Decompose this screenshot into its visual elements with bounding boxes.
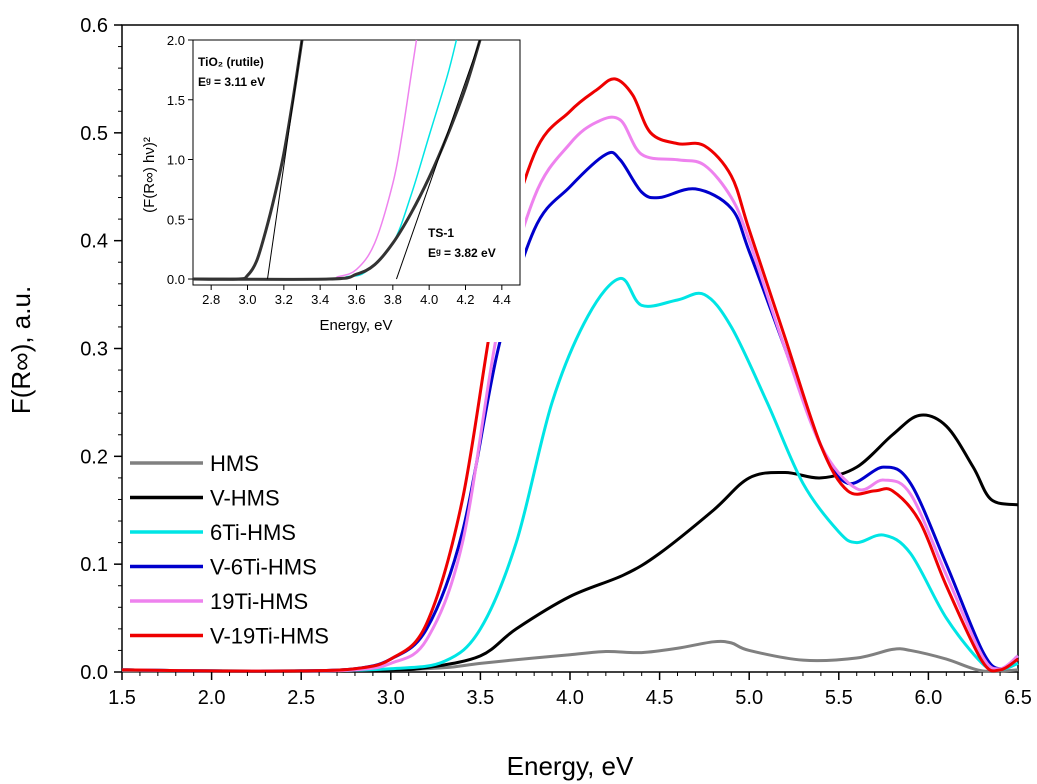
x-tick-label: 3.5 <box>466 687 494 709</box>
inset-annotation-ts1-eg: Eᵍ = 3.82 eV <box>428 246 496 260</box>
inset-y-tick-label: 0.5 <box>167 212 185 227</box>
inset-x-ticks: 2.8 3.0 3.2 3.4 3.6 3.8 4.0 4.2 4.4 <box>202 285 511 307</box>
legend-label-v-6ti-hms: V-6Ti-HMS <box>210 555 317 580</box>
inset-x-tick-label: 2.8 <box>202 292 220 307</box>
series-line-19ti-hms <box>121 115 1019 673</box>
y-tick-label: 0.2 <box>80 446 108 468</box>
main-y-ticks: 0.0 0.1 0.2 0.3 0.4 0.5 0.6 <box>80 15 122 684</box>
inset-x-tick-label: 3.8 <box>384 292 402 307</box>
inset-x-tick-label: 3.2 <box>275 292 293 307</box>
inset-tangent-line-1 <box>266 39 303 280</box>
inset-series-line-4 <box>192 39 482 281</box>
inset-y-tick-label: 1.0 <box>167 153 185 168</box>
inset-tangent-line-2 <box>395 39 481 280</box>
inset-annotation-tio2-name: TiO₂ (rutile) <box>198 55 264 69</box>
inset-x-tick-label: 3.0 <box>238 292 256 307</box>
legend-label-hms: HMS <box>210 451 259 476</box>
inset-series-group <box>192 39 482 281</box>
legend-label-6ti-hms: 6Ti-HMS <box>210 520 296 545</box>
inset-y-tick-label: 1.5 <box>167 93 185 108</box>
y-tick-label: 0.5 <box>80 123 108 145</box>
y-tick-label: 0.1 <box>80 554 108 576</box>
inset-x-axis-title: Energy, eV <box>319 317 392 334</box>
inset-annotation-ts1-name: TS-1 <box>428 226 454 240</box>
x-tick-label: 6.5 <box>1004 687 1032 709</box>
x-tick-label: 2.5 <box>287 687 315 709</box>
inset-y-tick-label: 0.0 <box>167 272 185 287</box>
inset-annotation-tio2-eg: Eᵍ = 3.11 eV <box>198 75 265 89</box>
x-tick-label: 4.0 <box>556 687 584 709</box>
inset-x-tick-label: 4.2 <box>456 292 474 307</box>
y-tick-label: 0.0 <box>80 662 108 684</box>
main-x-ticks: 1.5 2.0 2.5 3.0 3.5 4.0 4.5 5.0 5.5 6.0 6.5 <box>108 672 1032 709</box>
x-tick-label: 5.0 <box>735 687 763 709</box>
legend-label-v-hms: V-HMS <box>210 486 280 511</box>
x-tick-label: 2.0 <box>198 687 226 709</box>
x-tick-label: 6.0 <box>914 687 942 709</box>
inset-y-tick-label: 2.0 <box>167 33 185 48</box>
main-plot: 1.5 2.0 2.5 3.0 3.5 4.0 4.5 5.0 5.5 6.0 6.5 0.0 0.1… <box>6 15 1032 781</box>
y-tick-label: 0.3 <box>80 339 108 361</box>
inset-x-tick-label: 4.4 <box>493 292 511 307</box>
x-tick-label: 5.5 <box>825 687 853 709</box>
inset-y-axis-title: (F(R∞) hν)² <box>141 137 158 213</box>
inset-y-ticks: 0.0 0.5 1.0 1.5 2.0 <box>167 33 193 287</box>
y-tick-label: 0.6 <box>80 15 108 37</box>
y-tick-label: 0.4 <box>80 231 108 253</box>
inset-x-tick-label: 3.6 <box>347 292 365 307</box>
inset-plot: 2.8 3.0 3.2 3.4 3.6 3.8 4.0 4.2 4.4 0.0 0.5 1.0 1.5… <box>125 28 525 342</box>
series-line-v-19ti-hms <box>121 77 1019 673</box>
inset-x-tick-label: 4.0 <box>420 292 438 307</box>
legend-label-19ti-hms: 19Ti-HMS <box>210 589 308 614</box>
x-tick-label: 4.5 <box>646 687 674 709</box>
main-x-axis-title: Energy, eV <box>507 751 634 781</box>
legend: HMS V-HMS 6Ti-HMS V-6Ti-HMS 19Ti-HMS V-19Ti-H… <box>130 451 329 649</box>
inset-background <box>125 28 525 342</box>
main-y-axis-title: F(R∞), a.u. <box>6 286 36 414</box>
main-series-group <box>121 77 1019 674</box>
series-line-6ti-hms <box>121 276 1019 673</box>
legend-label-v-19ti-hms: V-19Ti-HMS <box>210 624 329 649</box>
x-tick-label: 1.5 <box>108 687 136 709</box>
x-tick-label: 3.0 <box>377 687 405 709</box>
inset-x-tick-label: 3.4 <box>311 292 329 307</box>
